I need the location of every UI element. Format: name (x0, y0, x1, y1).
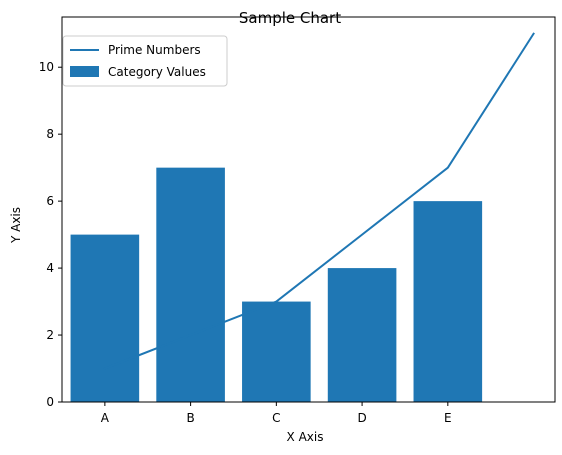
x-tick-label-A: A (101, 411, 110, 425)
y-tick-label-2: 2 (46, 328, 54, 342)
line-layer (103, 32, 535, 370)
x-axis-label: X Axis (287, 430, 324, 444)
legend-bar-label: Category Values (108, 65, 206, 79)
y-tick-label-6: 6 (46, 194, 54, 208)
ticks-layer: A B C D E 0 2 4 6 8 10 (39, 60, 452, 425)
y-axis-label: Y Axis (9, 207, 23, 244)
prime-numbers-line (103, 32, 535, 370)
bar-A (70, 234, 140, 402)
legend-line-label: Prime Numbers (108, 43, 201, 57)
y-tick-label-0: 0 (46, 395, 54, 409)
bars-layer (70, 167, 483, 402)
bar-B (156, 167, 225, 402)
x-tick-label-B: B (186, 411, 194, 425)
y-tick-label-10: 10 (39, 60, 54, 74)
x-tick-label-C: C (272, 411, 280, 425)
bar-C (242, 301, 311, 402)
legend: Prime Numbers Category Values (62, 35, 228, 87)
bar-D (327, 268, 397, 402)
plot-frame (61, 16, 556, 403)
legend-bar-swatch (70, 66, 99, 77)
bar-E (413, 201, 483, 402)
axes-layer (61, 16, 556, 403)
x-tick-label-E: E (444, 411, 452, 425)
x-tick-label-D: D (357, 411, 366, 425)
y-tick-label-8: 8 (46, 127, 54, 141)
y-tick-label-4: 4 (46, 261, 54, 275)
legend-box (62, 35, 228, 87)
chart-title: Sample Chart (239, 9, 341, 27)
